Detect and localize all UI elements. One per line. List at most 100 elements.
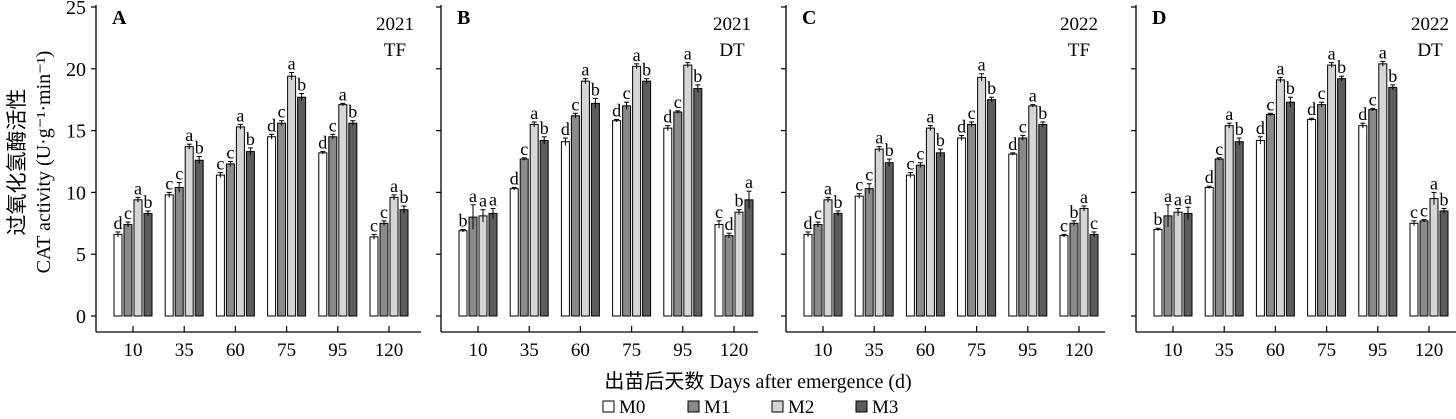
significance-letter: c	[1060, 215, 1068, 235]
legend-swatch-M1	[687, 400, 700, 413]
bar-M3-60	[590, 102, 600, 317]
significance-letter: b	[195, 138, 204, 158]
panel-year: 2022	[1060, 14, 1098, 35]
bar-M0-60	[215, 174, 225, 317]
significance-letter: b	[1235, 119, 1244, 139]
significance-letter: c	[715, 202, 723, 222]
bar-M0-95	[1358, 125, 1368, 317]
significance-letter: d	[267, 115, 276, 135]
significance-letter: a	[479, 191, 487, 211]
panel-site: DT	[719, 40, 745, 61]
legend-label: M0	[619, 397, 645, 418]
panel-label: C	[802, 7, 816, 29]
y-axis-label-cn: 过氧化氢酶活性	[5, 89, 29, 236]
y-tick-label: 0	[76, 306, 86, 328]
panel-label: B	[457, 7, 470, 29]
significance-letter: a	[926, 107, 934, 127]
bar-M2-75	[1327, 64, 1337, 317]
significance-letter: c	[1369, 89, 1377, 109]
significance-letter: d	[612, 100, 621, 120]
y-axis-label: CAT activity (U·g⁻¹·min⁻¹)	[33, 51, 55, 274]
bar-M2-120	[1079, 207, 1089, 317]
bar-M2-35	[529, 123, 539, 317]
x-tick-label: 95	[328, 340, 347, 361]
bar-M3-120	[744, 199, 754, 317]
significance-letter: d	[561, 119, 570, 139]
bar-M2-95	[683, 64, 693, 317]
y-tick-label: 15	[66, 121, 86, 143]
bar-M1-75	[967, 123, 977, 317]
significance-letter: a	[1379, 42, 1387, 62]
bar-M0-120	[1409, 222, 1419, 317]
bar-M3-10	[143, 212, 153, 317]
significance-letter: c	[329, 115, 337, 135]
x-tick-label: 10	[469, 340, 488, 361]
bar-M0-95	[1008, 153, 1018, 317]
significance-letter: a	[134, 178, 142, 198]
bar-M0-75	[612, 120, 622, 317]
significance-letter: c	[1318, 83, 1326, 103]
bar-M3-35	[1234, 141, 1244, 317]
bar-M0-75	[957, 137, 967, 317]
significance-letter: b	[348, 102, 357, 122]
x-tick-label: 75	[967, 340, 986, 361]
legend-swatch-M2	[771, 400, 784, 413]
significance-letter: c	[571, 94, 579, 114]
bar-M3-10	[488, 212, 498, 317]
significance-letter: a	[1328, 44, 1336, 64]
bar-M0-95	[663, 127, 673, 317]
legend-swatch-M0	[602, 400, 615, 413]
significance-letter: a	[339, 84, 347, 104]
bar-M2-95	[1378, 63, 1388, 317]
significance-letter: a	[185, 125, 193, 145]
significance-letter: b	[1388, 66, 1397, 86]
panel-year: 2021	[713, 14, 751, 35]
panel-label: D	[1152, 7, 1166, 29]
x-axis-label: 出苗后天数 Days after emergence (d)	[604, 370, 911, 393]
x-tick-label: 35	[175, 340, 194, 361]
significance-letter: b	[144, 192, 153, 212]
significance-letter: a	[1029, 86, 1037, 106]
bar-M3-95	[693, 88, 703, 317]
y-tick-label: 10	[66, 182, 86, 204]
significance-letter: a	[978, 55, 986, 75]
bar-M3-35	[539, 139, 549, 317]
legend: M0 M1 M2 M3	[602, 397, 898, 418]
bar-M1-95	[1018, 137, 1028, 317]
x-tick-label: 60	[916, 340, 935, 361]
significance-letter: c	[1215, 139, 1223, 159]
bar-M3-120	[399, 209, 409, 317]
significance-letter: d	[804, 213, 813, 233]
panel-year: 2022	[1411, 14, 1449, 35]
x-tick-label: 75	[277, 340, 296, 361]
bar-M2-75	[977, 76, 987, 317]
bar-M0-75	[267, 136, 277, 317]
x-tick-label: 60	[1266, 340, 1285, 361]
legend-label: M1	[704, 397, 730, 418]
significance-letter: a	[875, 128, 883, 148]
bar-M3-75	[642, 80, 652, 317]
panel-site: TF	[384, 40, 406, 61]
bar-M2-60	[1275, 79, 1285, 317]
significance-letter: d	[1307, 99, 1316, 119]
bar-M2-60	[235, 126, 245, 317]
bar-M0-35	[164, 194, 174, 317]
significance-letter: b	[1286, 78, 1295, 98]
bar-M0-35	[509, 188, 519, 317]
significance-letter: c	[674, 92, 682, 112]
x-tick-label: 60	[226, 340, 245, 361]
significance-letter: a	[1276, 58, 1284, 78]
bar-M0-60	[905, 174, 915, 317]
x-tick-label: 10	[1164, 340, 1183, 361]
bar-M2-120	[734, 211, 744, 317]
significance-letter: c	[380, 202, 388, 222]
significance-letter: a	[1164, 186, 1172, 206]
bar-M2-35	[874, 148, 884, 317]
x-tick-label: 95	[673, 340, 692, 361]
significance-letter: b	[1070, 202, 1079, 222]
significance-letter: b	[540, 118, 549, 138]
bar-M2-60	[925, 127, 935, 317]
significance-letter: c	[865, 165, 873, 185]
